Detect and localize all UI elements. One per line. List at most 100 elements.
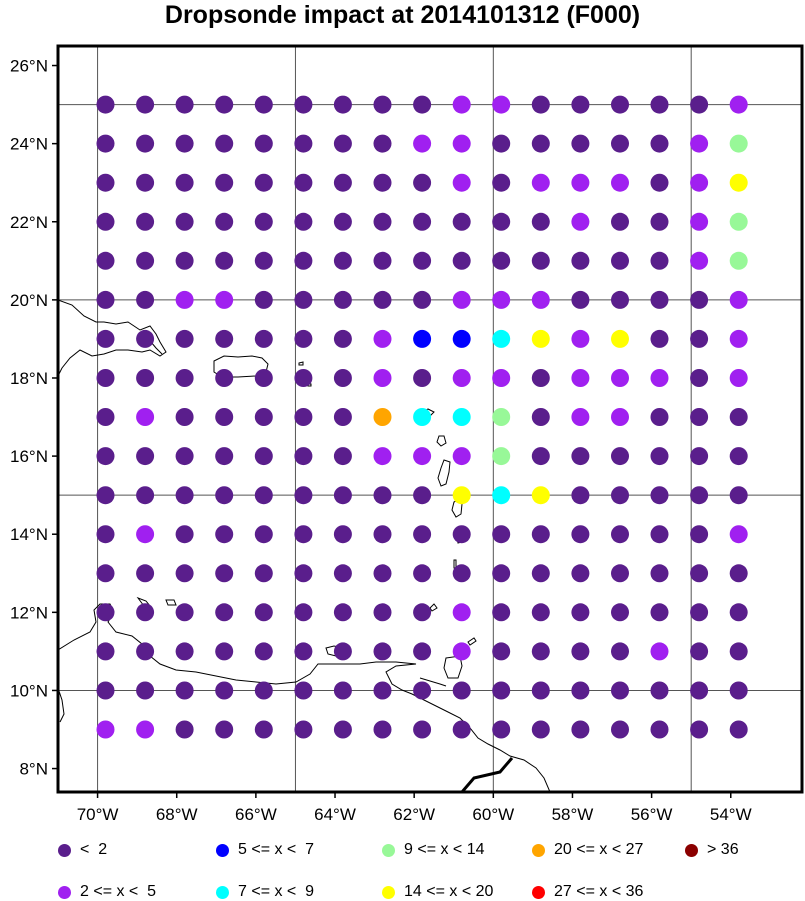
impact-dot	[175, 486, 194, 505]
legend-dot	[685, 844, 698, 857]
impact-dot	[136, 486, 155, 505]
impact-dot	[136, 369, 155, 387]
impact-dots	[96, 95, 748, 739]
impact-dot	[96, 95, 115, 114]
impact-dot	[136, 564, 155, 583]
impact-dot	[650, 95, 669, 114]
impact-dot	[492, 134, 511, 153]
impact-dot	[492, 642, 511, 661]
impact-dot	[333, 95, 352, 114]
impact-dot	[452, 212, 471, 231]
impact-dot	[452, 564, 471, 583]
impact-dot	[136, 447, 155, 466]
impact-dot	[294, 525, 313, 544]
impact-dot	[452, 642, 471, 661]
impact-dot	[96, 251, 115, 270]
impact-dot	[611, 525, 629, 544]
impact-dot	[175, 720, 194, 739]
impact-dot	[690, 408, 709, 426]
impact-dot	[571, 290, 590, 309]
impact-dot	[611, 134, 629, 153]
impact-dot	[729, 329, 748, 348]
impact-dot	[96, 525, 115, 544]
impact-dot	[294, 486, 313, 505]
impact-dot	[690, 95, 709, 114]
lon-tick-label: 54°W	[710, 805, 752, 824]
lat-tick-labels: 8°N 10°N 12°N 14°N 16°N 18°N 20°N 22°N 24°N 26°N	[10, 57, 58, 779]
impact-dot	[611, 564, 629, 583]
impact-dot	[492, 486, 511, 505]
impact-dot	[215, 486, 234, 505]
impact-dot	[492, 720, 511, 739]
impact-dot	[254, 134, 273, 153]
impact-dot	[729, 486, 748, 505]
impact-dot	[294, 95, 313, 114]
impact-dot	[611, 290, 629, 309]
impact-dot	[413, 486, 432, 505]
impact-dot	[175, 681, 194, 700]
impact-dot	[175, 408, 194, 426]
impact-dot	[136, 251, 155, 270]
impact-dot	[333, 564, 352, 583]
impact-dot	[571, 681, 590, 700]
impact-dot	[690, 564, 709, 583]
impact-dot	[611, 95, 629, 114]
legend-label: 7 <= x < 9	[238, 883, 315, 900]
impact-dot	[452, 251, 471, 270]
impact-dot	[136, 290, 155, 309]
impact-dot	[531, 212, 550, 231]
impact-dot	[729, 95, 748, 114]
impact-dot	[333, 486, 352, 505]
impact-dot	[690, 603, 709, 622]
impact-dot	[215, 251, 234, 270]
impact-dot	[373, 720, 392, 739]
impact-dot	[492, 212, 511, 231]
impact-dot	[413, 642, 432, 661]
legend-dot	[532, 886, 545, 899]
impact-dot	[611, 720, 629, 739]
impact-dot	[215, 681, 234, 700]
impact-dot	[333, 408, 352, 426]
lon-tick-label: 58°W	[552, 805, 594, 824]
coastline-tobago	[467, 637, 477, 646]
impact-dot	[531, 369, 550, 387]
impact-dot	[136, 134, 155, 153]
impact-dot	[96, 681, 115, 700]
impact-dot	[571, 603, 590, 622]
impact-dot	[690, 642, 709, 661]
impact-dot	[611, 408, 629, 426]
impact-dot	[373, 134, 392, 153]
impact-dot	[373, 564, 392, 583]
impact-dot	[452, 290, 471, 309]
impact-dot	[413, 329, 432, 348]
impact-dot	[333, 603, 352, 622]
impact-dot	[531, 95, 550, 114]
impact-dot	[492, 329, 511, 348]
impact-dot	[96, 564, 115, 583]
impact-dot	[96, 720, 115, 739]
impact-dot	[333, 525, 352, 544]
impact-dot	[136, 329, 155, 348]
impact-dot	[650, 642, 669, 661]
impact-dot	[729, 681, 748, 700]
impact-dot	[333, 329, 352, 348]
legend-label: 27 <= x < 36	[554, 883, 644, 900]
impact-dot	[175, 251, 194, 270]
impact-dot	[571, 564, 590, 583]
impact-dot	[531, 603, 550, 622]
impact-dot	[452, 173, 471, 192]
impact-dot	[96, 134, 115, 153]
impact-dot	[690, 681, 709, 700]
impact-dot	[96, 642, 115, 661]
impact-dot	[452, 603, 471, 622]
lon-tick-label: 66°W	[235, 805, 277, 824]
impact-dot	[175, 329, 194, 348]
impact-dot	[492, 251, 511, 270]
legend-dot	[58, 844, 71, 857]
impact-dot	[571, 173, 590, 192]
lat-tick-label: 18°N	[10, 369, 48, 388]
impact-dot	[452, 486, 471, 505]
impact-dot	[729, 134, 748, 153]
impact-dot	[571, 642, 590, 661]
impact-dot	[492, 681, 511, 700]
